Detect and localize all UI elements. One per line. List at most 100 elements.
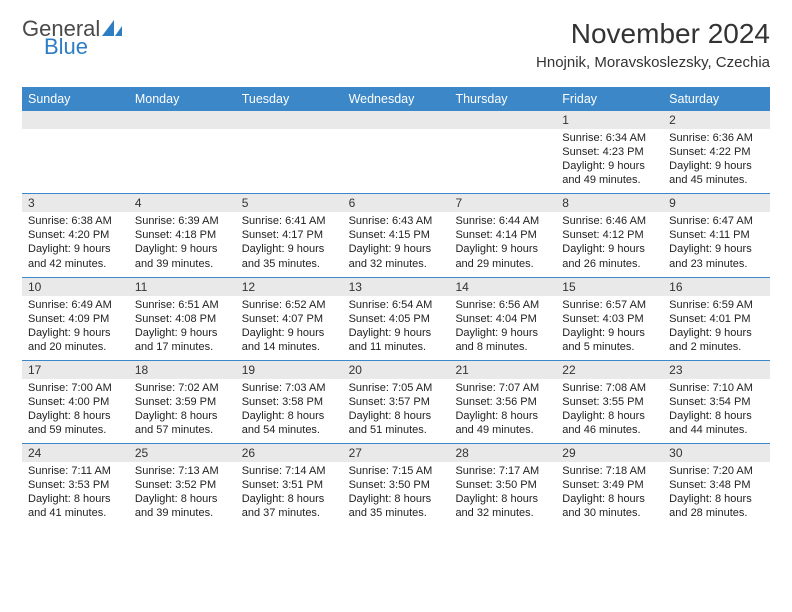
day-header-thu: Thursday xyxy=(449,87,556,111)
daylight-line1: Daylight: 8 hours xyxy=(242,492,337,506)
day-number: 15 xyxy=(556,278,663,296)
daylight-line1: Daylight: 9 hours xyxy=(28,242,123,256)
daylight-line1: Daylight: 8 hours xyxy=(28,409,123,423)
sunset-text: Sunset: 3:50 PM xyxy=(455,478,550,492)
day-cell xyxy=(129,129,236,193)
daylight-line2: and 37 minutes. xyxy=(242,506,337,520)
daylight-line1: Daylight: 8 hours xyxy=(669,409,764,423)
daylight-line2: and 23 minutes. xyxy=(669,257,764,271)
daylight-line2: and 26 minutes. xyxy=(562,257,657,271)
day-cell: Sunrise: 6:47 AMSunset: 4:11 PMDaylight:… xyxy=(663,212,770,276)
day-number: 6 xyxy=(343,194,450,212)
daylight-line2: and 41 minutes. xyxy=(28,506,123,520)
sunrise-text: Sunrise: 6:38 AM xyxy=(28,214,123,228)
daylight-line1: Daylight: 9 hours xyxy=(455,242,550,256)
week-row: Sunrise: 6:49 AMSunset: 4:09 PMDaylight:… xyxy=(22,296,770,360)
daylight-line1: Daylight: 8 hours xyxy=(455,409,550,423)
sunrise-text: Sunrise: 6:57 AM xyxy=(562,298,657,312)
sunrise-text: Sunrise: 7:07 AM xyxy=(455,381,550,395)
day-number: 19 xyxy=(236,361,343,379)
sunrise-text: Sunrise: 6:46 AM xyxy=(562,214,657,228)
day-cell: Sunrise: 7:15 AMSunset: 3:50 PMDaylight:… xyxy=(343,462,450,526)
daylight-line1: Daylight: 9 hours xyxy=(349,242,444,256)
day-number: 25 xyxy=(129,444,236,462)
sunrise-text: Sunrise: 6:59 AM xyxy=(669,298,764,312)
sunrise-text: Sunrise: 6:39 AM xyxy=(135,214,230,228)
day-header-mon: Monday xyxy=(129,87,236,111)
sunset-text: Sunset: 4:14 PM xyxy=(455,228,550,242)
daylight-line1: Daylight: 9 hours xyxy=(669,326,764,340)
sunset-text: Sunset: 4:22 PM xyxy=(669,145,764,159)
daynum-row: 10111213141516 xyxy=(22,277,770,296)
sunset-text: Sunset: 3:57 PM xyxy=(349,395,444,409)
sunset-text: Sunset: 4:07 PM xyxy=(242,312,337,326)
daylight-line2: and 45 minutes. xyxy=(669,173,764,187)
day-cell: Sunrise: 6:59 AMSunset: 4:01 PMDaylight:… xyxy=(663,296,770,360)
sunrise-text: Sunrise: 7:05 AM xyxy=(349,381,444,395)
day-number: 21 xyxy=(449,361,556,379)
daylight-line1: Daylight: 8 hours xyxy=(135,409,230,423)
daylight-line2: and 29 minutes. xyxy=(455,257,550,271)
day-number xyxy=(22,111,129,129)
sunrise-text: Sunrise: 7:03 AM xyxy=(242,381,337,395)
daylight-line2: and 49 minutes. xyxy=(455,423,550,437)
sunset-text: Sunset: 3:52 PM xyxy=(135,478,230,492)
sunrise-text: Sunrise: 6:51 AM xyxy=(135,298,230,312)
sunset-text: Sunset: 3:51 PM xyxy=(242,478,337,492)
sunset-text: Sunset: 4:20 PM xyxy=(28,228,123,242)
sunset-text: Sunset: 4:15 PM xyxy=(349,228,444,242)
daylight-line1: Daylight: 9 hours xyxy=(562,326,657,340)
day-number: 18 xyxy=(129,361,236,379)
daylight-line2: and 32 minutes. xyxy=(455,506,550,520)
day-cell: Sunrise: 6:41 AMSunset: 4:17 PMDaylight:… xyxy=(236,212,343,276)
daylight-line1: Daylight: 8 hours xyxy=(349,492,444,506)
day-cell: Sunrise: 7:13 AMSunset: 3:52 PMDaylight:… xyxy=(129,462,236,526)
day-number xyxy=(449,111,556,129)
daylight-line1: Daylight: 9 hours xyxy=(135,326,230,340)
daynum-row: 12 xyxy=(22,111,770,129)
day-cell: Sunrise: 6:54 AMSunset: 4:05 PMDaylight:… xyxy=(343,296,450,360)
sunset-text: Sunset: 3:49 PM xyxy=(562,478,657,492)
day-cell: Sunrise: 7:00 AMSunset: 4:00 PMDaylight:… xyxy=(22,379,129,443)
sunset-text: Sunset: 4:11 PM xyxy=(669,228,764,242)
day-cell: Sunrise: 6:57 AMSunset: 4:03 PMDaylight:… xyxy=(556,296,663,360)
daylight-line2: and 42 minutes. xyxy=(28,257,123,271)
logo-text-block: General Blue xyxy=(22,18,122,58)
day-number: 30 xyxy=(663,444,770,462)
sunrise-text: Sunrise: 6:54 AM xyxy=(349,298,444,312)
daylight-line2: and 57 minutes. xyxy=(135,423,230,437)
sunset-text: Sunset: 4:18 PM xyxy=(135,228,230,242)
sunset-text: Sunset: 3:58 PM xyxy=(242,395,337,409)
sunrise-text: Sunrise: 6:52 AM xyxy=(242,298,337,312)
daylight-line2: and 39 minutes. xyxy=(135,257,230,271)
daylight-line2: and 30 minutes. xyxy=(562,506,657,520)
calendar: Sunday Monday Tuesday Wednesday Thursday… xyxy=(22,87,770,527)
day-cell: Sunrise: 6:49 AMSunset: 4:09 PMDaylight:… xyxy=(22,296,129,360)
sunrise-text: Sunrise: 7:17 AM xyxy=(455,464,550,478)
day-header-row: Sunday Monday Tuesday Wednesday Thursday… xyxy=(22,87,770,111)
location: Hnojnik, Moravskoslezsky, Czechia xyxy=(536,54,770,71)
daylight-line1: Daylight: 8 hours xyxy=(28,492,123,506)
sunset-text: Sunset: 4:17 PM xyxy=(242,228,337,242)
month-title: November 2024 xyxy=(536,18,770,50)
day-cell: Sunrise: 7:18 AMSunset: 3:49 PMDaylight:… xyxy=(556,462,663,526)
sunrise-text: Sunrise: 7:15 AM xyxy=(349,464,444,478)
week-row: Sunrise: 6:34 AMSunset: 4:23 PMDaylight:… xyxy=(22,129,770,193)
daylight-line2: and 2 minutes. xyxy=(669,340,764,354)
day-number: 14 xyxy=(449,278,556,296)
daylight-line1: Daylight: 9 hours xyxy=(242,326,337,340)
daylight-line1: Daylight: 9 hours xyxy=(455,326,550,340)
daylight-line2: and 28 minutes. xyxy=(669,506,764,520)
day-number xyxy=(236,111,343,129)
sunrise-text: Sunrise: 6:41 AM xyxy=(242,214,337,228)
sunrise-text: Sunrise: 7:18 AM xyxy=(562,464,657,478)
day-number xyxy=(129,111,236,129)
daylight-line2: and 32 minutes. xyxy=(349,257,444,271)
daylight-line1: Daylight: 8 hours xyxy=(349,409,444,423)
daylight-line2: and 49 minutes. xyxy=(562,173,657,187)
daylight-line2: and 17 minutes. xyxy=(135,340,230,354)
title-block: November 2024 Hnojnik, Moravskoslezsky, … xyxy=(536,18,770,71)
day-number: 16 xyxy=(663,278,770,296)
daylight-line2: and 5 minutes. xyxy=(562,340,657,354)
daylight-line2: and 14 minutes. xyxy=(242,340,337,354)
